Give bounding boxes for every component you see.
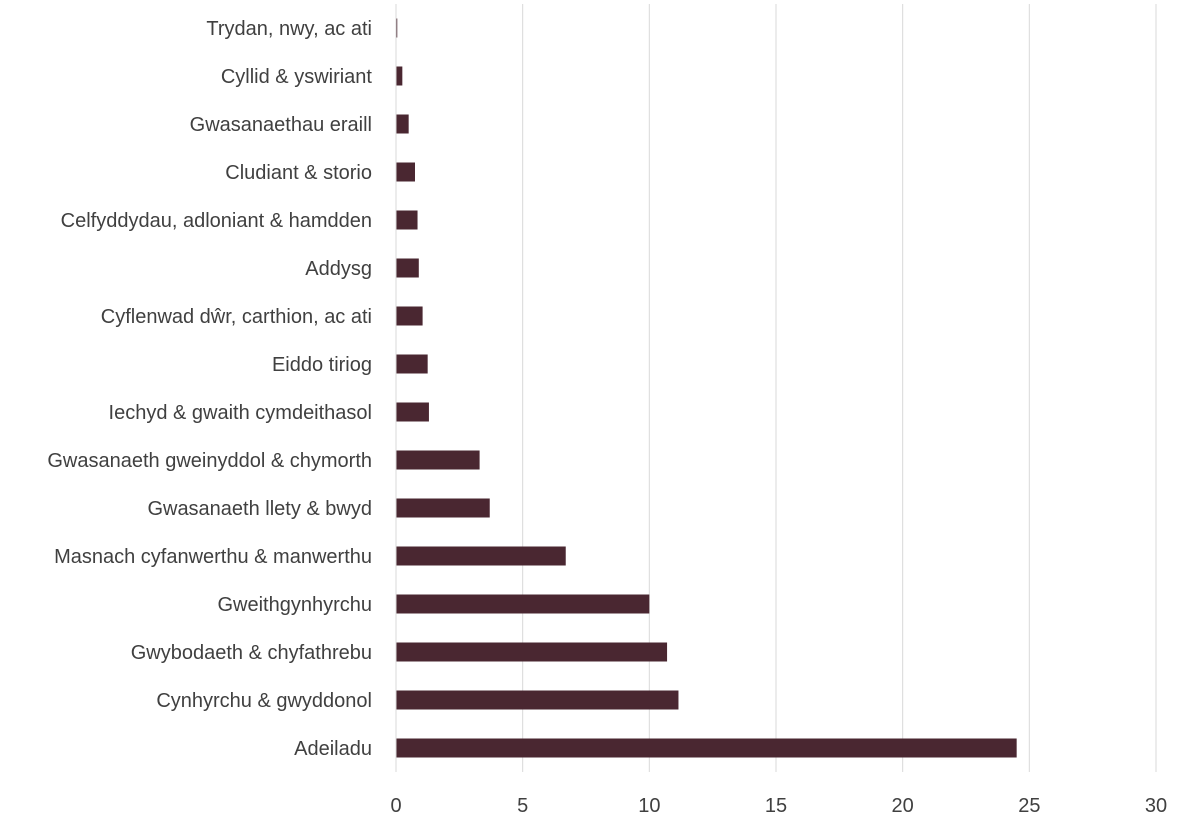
bar bbox=[396, 498, 490, 518]
category-label: Masnach cyfanwerthu & manwerthu bbox=[54, 546, 372, 568]
category-label: Gwybodaeth & chyfathrebu bbox=[131, 642, 372, 664]
bar bbox=[396, 210, 418, 230]
x-tick-label: 0 bbox=[390, 795, 401, 817]
bar bbox=[396, 18, 398, 38]
category-label: Adeiladu bbox=[294, 738, 372, 760]
bar bbox=[396, 690, 679, 710]
x-tick-label: 15 bbox=[765, 795, 787, 817]
category-label: Gwasanaeth gweinyddol & chymorth bbox=[47, 450, 372, 472]
x-tick-label: 20 bbox=[892, 795, 914, 817]
bar bbox=[396, 354, 428, 374]
bar bbox=[396, 258, 419, 278]
category-label: Cynhyrchu & gwyddonol bbox=[156, 690, 372, 712]
category-label: Celfyddydau, adloniant & hamdden bbox=[61, 210, 372, 232]
x-tick-label: 25 bbox=[1018, 795, 1040, 817]
bar bbox=[396, 450, 480, 470]
category-label: Cludiant & storio bbox=[225, 162, 372, 184]
bar bbox=[396, 594, 650, 614]
bar bbox=[396, 402, 429, 422]
category-label: Gwasanaethau eraill bbox=[190, 114, 372, 136]
category-label: Gwasanaeth llety & bwyd bbox=[147, 498, 372, 520]
category-label: Iechyd & gwaith cymdeithasol bbox=[109, 402, 372, 424]
category-label: Gweithgynhyrchu bbox=[217, 594, 372, 616]
category-label: Cyllid & yswiriant bbox=[221, 66, 373, 88]
bar bbox=[396, 162, 415, 182]
category-label: Eiddo tiriog bbox=[272, 354, 372, 376]
category-label: Addysg bbox=[305, 258, 372, 280]
category-label: Cyflenwad dŵr, carthion, ac ati bbox=[101, 306, 372, 328]
bar bbox=[396, 114, 409, 134]
x-tick-label: 5 bbox=[517, 795, 528, 817]
bar bbox=[396, 66, 403, 86]
x-tick-labels: 0 5 10 15 20 25 30 bbox=[390, 795, 1167, 817]
x-tick-label: 30 bbox=[1145, 795, 1167, 817]
bar bbox=[396, 306, 423, 326]
category-label: Trydan, nwy, ac ati bbox=[206, 18, 372, 40]
bars bbox=[396, 18, 1017, 758]
bar bbox=[396, 546, 566, 566]
category-labels: Trydan, nwy, ac ati Cyllid & yswiriant Gwa… bbox=[47, 18, 372, 760]
bar bbox=[396, 642, 668, 662]
bar bbox=[396, 738, 1017, 758]
x-tick-label: 10 bbox=[638, 795, 660, 817]
